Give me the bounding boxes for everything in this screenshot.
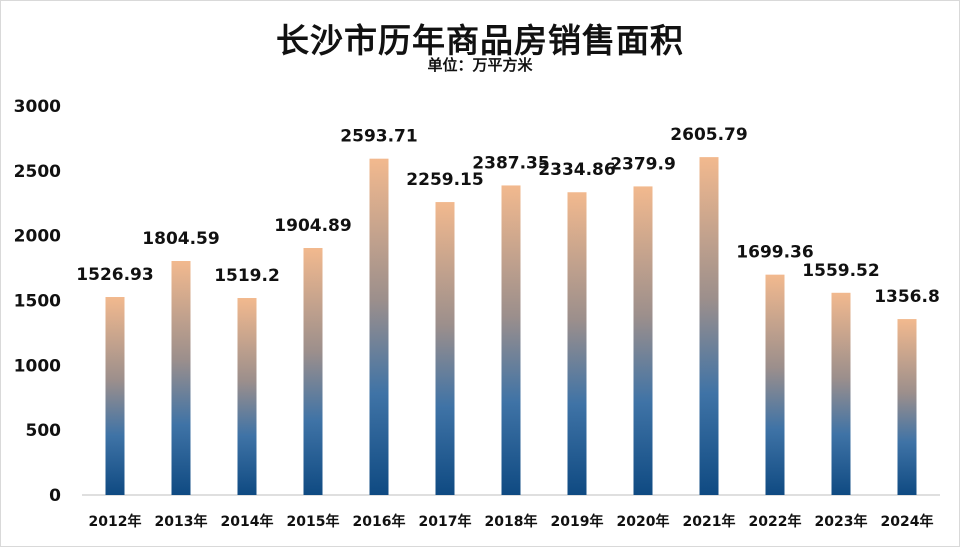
bar	[237, 298, 257, 495]
bar	[171, 261, 191, 495]
x-tick-label: 2023年	[815, 513, 868, 530]
x-tick-label: 2019年	[551, 513, 604, 530]
bar-value-label: 2379.9	[610, 154, 676, 174]
y-tick-label: 1500	[14, 292, 61, 312]
bar-value-label: 1356.8	[874, 287, 940, 307]
y-axis: 0 500 1000 1500 2000 2500 3000	[14, 97, 61, 506]
y-tick-label: 2000	[14, 227, 61, 247]
x-tick-label: 2013年	[155, 513, 208, 530]
bar	[699, 157, 719, 495]
bar	[897, 319, 917, 495]
bar-value-label: 1559.52	[802, 261, 879, 281]
bar	[765, 274, 785, 495]
bar-value-label: 1526.93	[76, 265, 153, 285]
x-tick-label: 2016年	[353, 513, 406, 530]
x-tick-label: 2015年	[287, 513, 340, 530]
bar	[567, 192, 587, 495]
x-tick-label: 2024年	[881, 513, 934, 530]
bar-value-label: 1699.36	[736, 243, 813, 263]
x-axis: 2012年 2013年 2014年 2015年 2016年 2017年 2018年 2019年…	[89, 513, 934, 530]
bar-value-label: 2334.86	[538, 160, 615, 180]
y-tick-label: 1000	[14, 356, 61, 376]
bar	[303, 247, 323, 495]
bar-value-label: 1904.89	[274, 216, 351, 236]
bar	[369, 158, 389, 496]
chart-title: 长沙市历年商品房销售面积	[276, 21, 684, 60]
chart-subtitle: 单位：万平方米	[427, 56, 533, 74]
x-tick-label: 2017年	[419, 513, 472, 530]
y-tick-label: 2500	[14, 162, 61, 182]
bars	[105, 157, 917, 496]
bar-value-label: 2605.79	[670, 125, 747, 145]
bar	[633, 186, 653, 495]
bar-value-label: 1804.59	[142, 229, 219, 249]
bar-value-label: 2259.15	[406, 170, 483, 190]
bar-value-label: 2593.71	[340, 127, 417, 147]
y-tick-label: 3000	[14, 97, 61, 117]
y-tick-label: 500	[26, 421, 62, 441]
bar-value-label: 2387.35	[472, 153, 549, 173]
bar-value-label: 1519.2	[214, 266, 280, 286]
bar	[831, 292, 851, 495]
y-tick-label: 0	[49, 486, 61, 506]
x-tick-label: 2022年	[749, 513, 802, 530]
bar	[501, 185, 521, 495]
x-tick-label: 2012年	[89, 513, 142, 530]
bar	[105, 297, 125, 495]
x-tick-label: 2014年	[221, 513, 274, 530]
x-tick-label: 2018年	[485, 513, 538, 530]
x-tick-label: 2021年	[683, 513, 736, 530]
x-tick-label: 2020年	[617, 513, 670, 530]
bar	[435, 202, 455, 496]
value-labels: 1526.93 1804.59 1519.2 1904.89 2593.71 2259.1…	[76, 125, 940, 307]
